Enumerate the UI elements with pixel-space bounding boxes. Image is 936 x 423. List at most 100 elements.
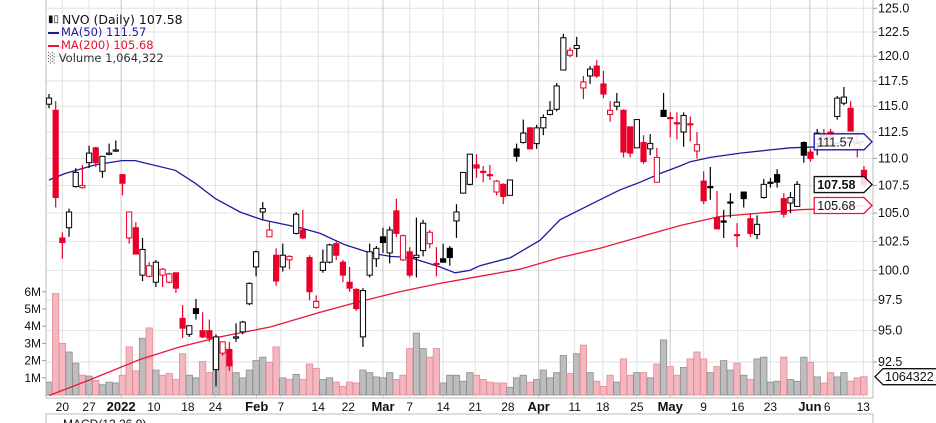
date-tick-label: 9 [700,400,707,414]
volume-bar [299,379,307,396]
volume-bar [399,374,407,396]
candle-body [687,123,694,126]
volume-bar [472,374,481,396]
volume-bar [666,366,674,396]
volume-bar [833,376,841,396]
price-tick-label: 95.0 [878,324,902,338]
volume-bar [806,361,815,396]
volume-bar [158,374,167,396]
candle-body [440,258,447,263]
volume-bar [132,370,140,396]
volume-bars-icon: ░ [48,53,56,64]
volume-bar [606,374,614,396]
volume-bar [486,381,494,396]
candle-body [106,152,113,155]
volume-bar [693,351,701,396]
candle-body [59,237,66,244]
candle-body [446,247,453,259]
volume-bar [452,374,461,396]
volume-bar [406,348,414,396]
date-tick-label: 14 [436,400,450,414]
candle-body [232,336,240,339]
date-tick-label: 22 [342,400,356,414]
candle-body [667,117,674,120]
volume-bar [359,369,367,396]
candle-body [433,262,440,266]
volume-bar [92,379,100,396]
volume-bar [366,372,374,396]
volume-tick-label: 5M [24,302,41,316]
volume-bar [46,381,53,396]
volume-bar [526,381,534,396]
candle-body [506,179,514,196]
candle-body [780,198,787,215]
candle-body [92,147,99,164]
volume-bar [860,376,868,396]
volume-bar [352,382,360,396]
date-tick-label: Feb [245,399,268,414]
volume-bar [279,377,287,396]
candle-body [239,321,246,333]
volume-bar [659,339,668,396]
date-tick-label: 13 [857,400,871,414]
volume-bar [800,356,808,396]
volume-bar [793,380,801,396]
volume-bar [626,374,634,396]
volume-bar [700,358,708,396]
volume-bar [252,360,260,396]
candle-body [339,261,347,276]
price-tick-label: 92.5 [878,355,902,369]
date-tick-label: Mar [371,399,394,414]
volume-bar [118,374,127,396]
date-tick-label: 14 [312,400,326,414]
volume-bar [573,353,581,396]
candle-body [406,251,413,276]
candle-body [613,101,620,107]
candle-body [593,65,600,77]
volume-bar [653,363,661,396]
legend-title: NVO (Daily) 107.58 [62,12,183,27]
candle-body [807,151,814,159]
candle-body [319,261,326,271]
volume-bar [339,385,347,396]
volume-bar [760,356,768,396]
volume-bar [112,382,120,396]
candle-body [46,97,53,105]
candle-body [453,211,460,222]
volume-bar [52,293,60,396]
candle-body [620,109,627,153]
candle-body [633,119,640,149]
price-tick-label: 110.0 [878,151,908,165]
candle-body [373,247,380,260]
volume-bar [646,377,654,396]
date-tick-label: 23 [764,400,778,414]
price-tick-label: 105.0 [878,206,909,220]
volume-bar [446,374,454,396]
candle-body [379,236,387,244]
candle-body [794,183,801,207]
date-tick-label: 20 [56,400,70,414]
date-tick-label: 27 [82,400,96,414]
volume-bar [372,376,380,396]
candle-body [159,268,166,276]
volume-bar [726,369,734,396]
volume-bar [386,372,394,396]
candle-body [840,96,848,104]
volume-bar [259,356,267,396]
candle-body [707,186,714,189]
candle-body [787,197,794,204]
volume-bar [599,385,608,396]
volume-bar [192,377,200,396]
volume-bar [178,353,187,396]
volume-bar [753,358,761,396]
volume-bar [720,360,728,396]
candle-body [727,201,734,204]
candlestick-icon: ▮▯ [48,14,60,25]
candle-body [526,127,534,150]
candle-body [299,229,306,239]
candle-body [660,109,667,117]
candle-body [346,281,353,289]
candle-body [566,49,574,56]
candle-body [553,85,560,110]
